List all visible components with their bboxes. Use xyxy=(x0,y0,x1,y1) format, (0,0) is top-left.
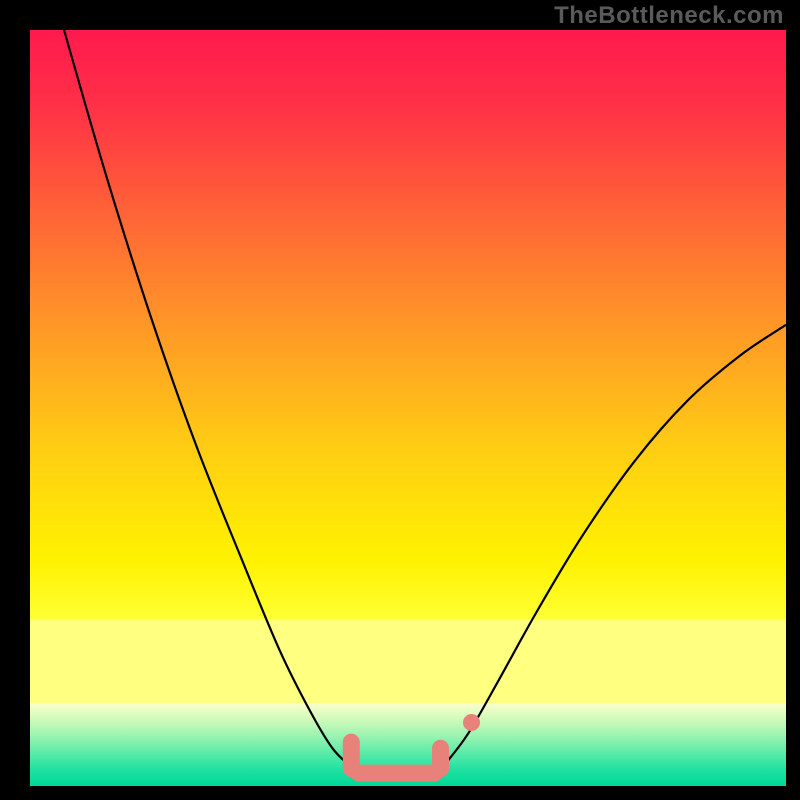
chart-frame: TheBottleneck.com xyxy=(0,0,800,800)
bottleneck-curve-chart xyxy=(0,0,800,800)
watermark-text: TheBottleneck.com xyxy=(554,2,784,30)
